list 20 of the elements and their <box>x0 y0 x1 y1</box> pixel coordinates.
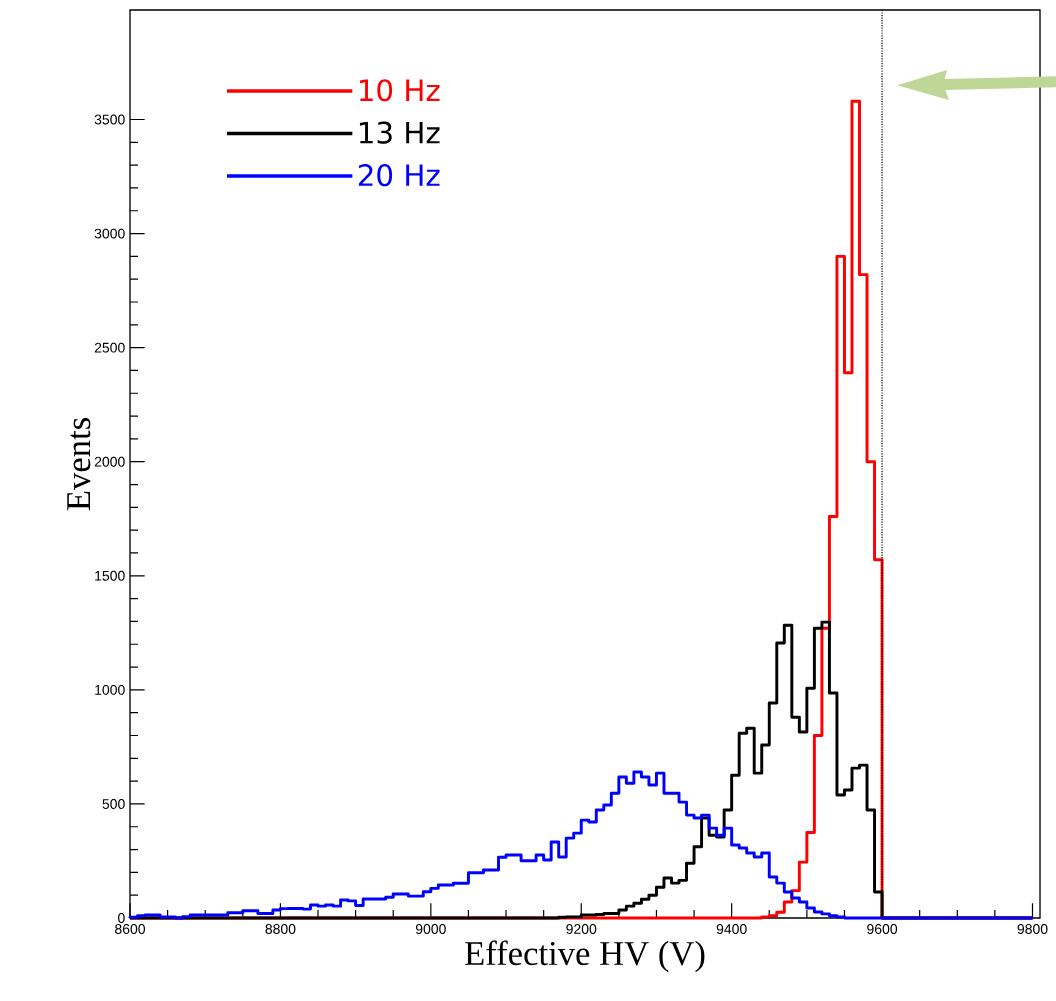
y-tick-label: 3500 <box>94 114 125 125</box>
x-tick-label: 8600 <box>115 924 146 934</box>
y-tick-label: 2000 <box>94 456 125 467</box>
x-axis-title: Effective HV (V) <box>465 940 705 973</box>
legend-label: 20 Hz <box>358 164 440 187</box>
x-tick-label: 9200 <box>566 924 597 934</box>
y-tick-label: 1500 <box>95 570 125 581</box>
x-tick-label: 9600 <box>867 924 898 934</box>
x-tick-label: 9000 <box>415 924 446 934</box>
y-tick-label: 1000 <box>95 684 125 695</box>
x-tick-label: 8800 <box>265 924 296 934</box>
y-tick-label: 500 <box>102 798 125 809</box>
y-tick-label: 3000 <box>94 228 125 239</box>
legend-label: 13 Hz <box>359 121 440 144</box>
y-tick-label: 2500 <box>94 342 125 353</box>
y-axis-title: Events <box>67 418 91 511</box>
y-tick-label: 0 <box>118 913 125 923</box>
x-tick-label: 9400 <box>716 924 747 934</box>
x-tick-label: 9800 <box>1017 924 1048 934</box>
legend-label: 10 Hz <box>359 79 440 102</box>
